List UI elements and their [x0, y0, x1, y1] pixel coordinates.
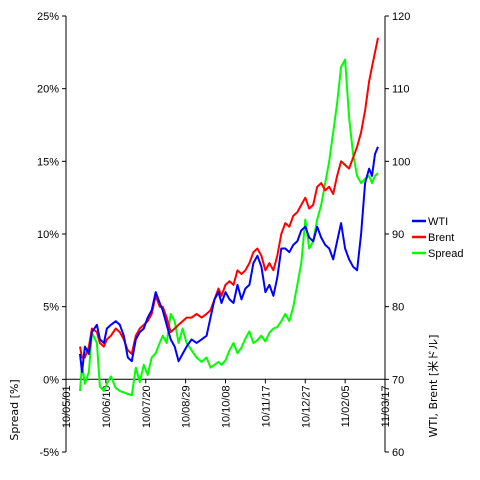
- x-tick-label: 10/05/01: [61, 385, 73, 428]
- x-tick-label: 10/06/10: [101, 385, 113, 428]
- right-tick-label: 100: [392, 156, 410, 168]
- left-tick-label: 5%: [43, 302, 59, 314]
- right-tick-label: 120: [392, 11, 410, 23]
- series-line-wti: [79, 146, 379, 374]
- right-axis-title: WTI, Brent [米ドル]: [427, 335, 440, 438]
- left-tick-label: 0%: [43, 374, 59, 386]
- legend-label-spread: Spread: [428, 248, 463, 260]
- x-tick-label: 10/12/27: [300, 385, 312, 428]
- series-line-spread: [79, 58, 379, 397]
- left-tick-label: 10%: [37, 229, 59, 241]
- x-tick-label: 10/10/08: [221, 385, 233, 428]
- x-tick-label: 10/11/17: [260, 385, 272, 427]
- series-lines: [79, 37, 379, 397]
- left-axis-ticks: -5% 0% 5% 10% 15% 20% 25%: [37, 11, 66, 459]
- legend-label-brent: Brent: [428, 232, 454, 244]
- x-tick-label: 10/08/29: [181, 385, 193, 428]
- right-axis-ticks: 60 70 80 90 100 110 120: [385, 11, 410, 459]
- x-tick-label: 11/02/05: [340, 385, 352, 427]
- left-tick-label: 20%: [37, 84, 59, 96]
- right-tick-label: 110: [392, 84, 410, 96]
- x-tick-label: 11/03/17: [380, 385, 392, 427]
- legend-label-wti: WTI: [428, 216, 448, 228]
- right-tick-label: 60: [392, 447, 404, 459]
- left-tick-label: -5%: [39, 447, 59, 459]
- left-tick-label: 15%: [37, 156, 59, 168]
- right-tick-label: 80: [392, 302, 404, 314]
- legend: WTI Brent Spread: [412, 216, 463, 260]
- x-tick-label: 10/07/20: [141, 385, 153, 428]
- right-tick-label: 90: [392, 229, 404, 241]
- right-tick-label: 70: [392, 374, 404, 386]
- left-axis-title: Spread [%]: [8, 379, 21, 440]
- x-axis-ticks: 10/05/01 10/06/10 10/07/20 10/08/29 10/10/08…: [61, 379, 392, 428]
- left-tick-label: 25%: [37, 11, 59, 23]
